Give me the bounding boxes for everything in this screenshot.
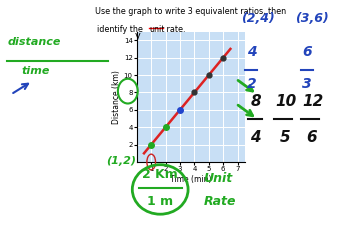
Text: 12: 12 — [302, 94, 324, 109]
Text: Rate: Rate — [203, 195, 236, 208]
Text: (2,4): (2,4) — [241, 13, 275, 25]
Text: 5: 5 — [280, 130, 291, 145]
Text: 6: 6 — [307, 130, 318, 145]
Text: 2: 2 — [247, 77, 256, 91]
Text: (3,6): (3,6) — [295, 13, 329, 25]
Text: y: y — [135, 31, 140, 41]
Text: unit: unit — [149, 25, 165, 34]
Text: identify the: identify the — [97, 25, 145, 34]
Text: (1,2): (1,2) — [106, 156, 136, 166]
Text: 10: 10 — [275, 94, 297, 109]
Text: 3: 3 — [302, 77, 312, 91]
Text: Unit: Unit — [203, 172, 233, 185]
Text: distance: distance — [7, 37, 60, 47]
Text: 8: 8 — [250, 94, 261, 109]
Y-axis label: Distance (km): Distance (km) — [112, 70, 121, 124]
Text: 2 Km: 2 Km — [142, 168, 178, 181]
Text: 4: 4 — [247, 45, 256, 59]
Text: 1 m: 1 m — [147, 195, 173, 208]
Text: rate.: rate. — [164, 25, 185, 34]
X-axis label: Time (min): Time (min) — [170, 175, 212, 184]
Text: Use the graph to write 3 equivalent ratios, then: Use the graph to write 3 equivalent rati… — [95, 7, 286, 16]
Text: time: time — [22, 66, 50, 76]
Text: 4: 4 — [250, 130, 261, 145]
Text: 6: 6 — [302, 45, 312, 59]
